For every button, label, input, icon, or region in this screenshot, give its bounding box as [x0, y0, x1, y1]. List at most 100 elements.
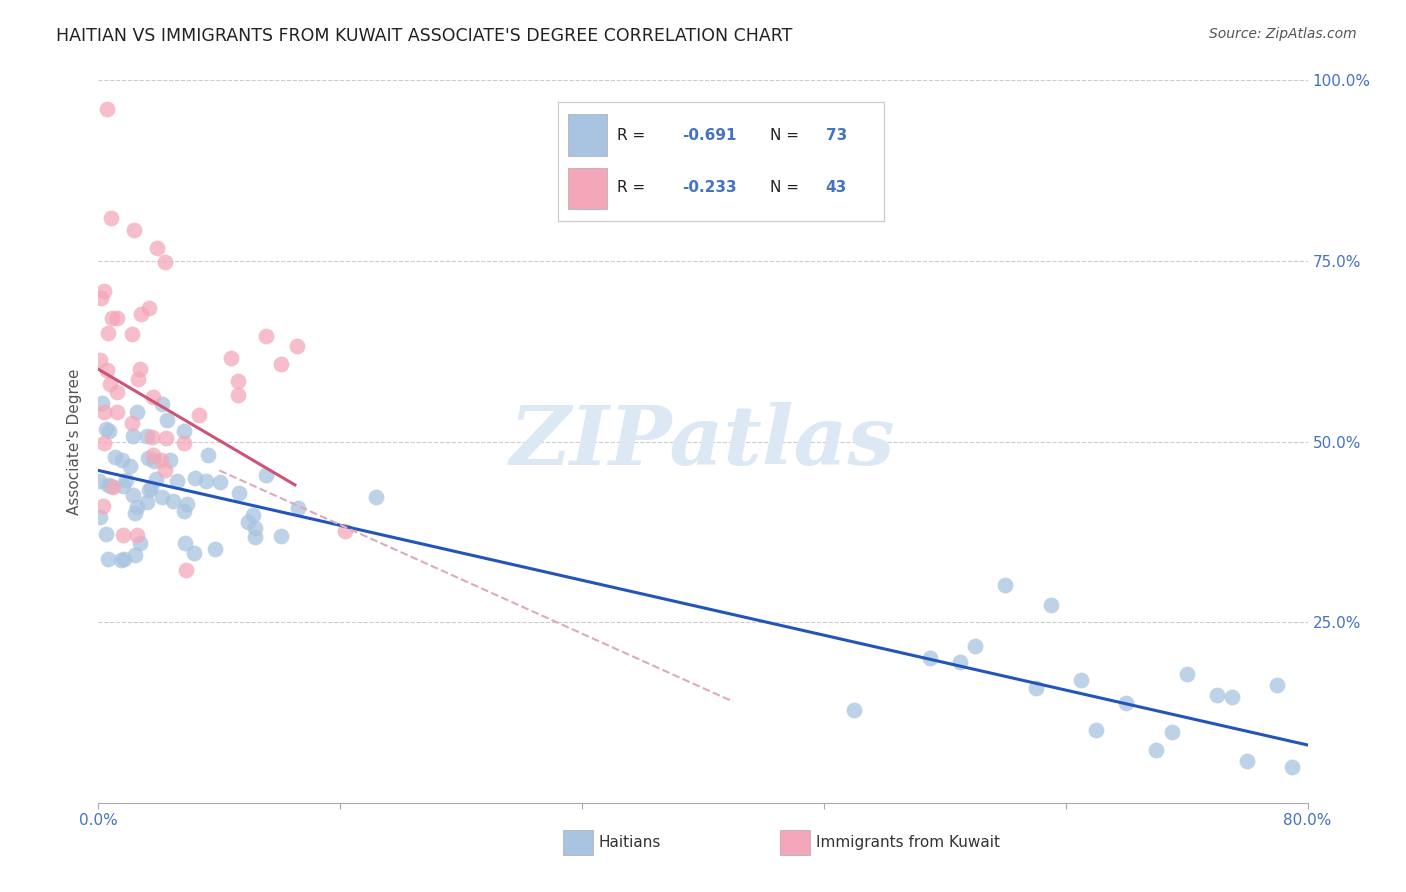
- Point: [97, 551, 120, 566]
- Point: [194, 474, 217, 488]
- Point: [1206, 688, 1229, 702]
- Point: [97, 478, 120, 492]
- Point: [105, 311, 128, 326]
- Point: [118, 459, 141, 474]
- Point: [129, 307, 152, 321]
- Point: [94, 422, 117, 436]
- Point: [97, 326, 120, 340]
- Point: [226, 374, 249, 388]
- Point: [156, 413, 179, 427]
- Point: [173, 436, 195, 450]
- Point: [93, 284, 115, 298]
- Point: [166, 474, 188, 488]
- Point: [124, 548, 146, 562]
- Point: [844, 702, 866, 716]
- Point: [128, 362, 150, 376]
- Point: [96, 363, 118, 377]
- Point: [254, 328, 277, 343]
- Point: [129, 536, 152, 550]
- Point: [124, 507, 146, 521]
- Point: [100, 479, 122, 493]
- Point: [285, 339, 308, 353]
- Point: [1039, 599, 1062, 613]
- Text: Source: ZipAtlas.com: Source: ZipAtlas.com: [1209, 27, 1357, 41]
- Point: [287, 500, 309, 515]
- Point: [155, 463, 177, 477]
- Point: [1024, 681, 1046, 695]
- Point: [101, 480, 124, 494]
- Point: [197, 448, 219, 462]
- Point: [138, 483, 160, 497]
- Point: [173, 424, 195, 438]
- Point: [112, 528, 135, 542]
- Point: [254, 467, 277, 482]
- Point: [1115, 696, 1137, 710]
- Point: [243, 530, 266, 544]
- Point: [136, 428, 159, 442]
- Point: [149, 452, 172, 467]
- Point: [136, 451, 159, 466]
- Point: [112, 552, 135, 566]
- Point: [114, 473, 136, 487]
- Point: [89, 509, 111, 524]
- Point: [1267, 678, 1289, 692]
- Point: [150, 397, 173, 411]
- Point: [93, 405, 115, 419]
- Point: [1220, 690, 1243, 704]
- Text: HAITIAN VS IMMIGRANTS FROM KUWAIT ASSOCIATE'S DEGREE CORRELATION CHART: HAITIAN VS IMMIGRANTS FROM KUWAIT ASSOCI…: [56, 27, 793, 45]
- Text: ZIPatlas: ZIPatlas: [510, 401, 896, 482]
- Point: [124, 223, 146, 237]
- Point: [91, 396, 114, 410]
- Point: [100, 211, 122, 226]
- Point: [155, 432, 177, 446]
- Point: [89, 353, 111, 368]
- Point: [173, 504, 195, 518]
- Point: [174, 563, 197, 577]
- Point: [209, 475, 232, 489]
- Point: [226, 388, 249, 402]
- Point: [162, 494, 184, 508]
- Point: [159, 453, 181, 467]
- Point: [97, 424, 120, 438]
- Point: [110, 553, 132, 567]
- Point: [949, 655, 972, 669]
- Point: [125, 405, 148, 419]
- Point: [176, 497, 198, 511]
- Point: [125, 500, 148, 514]
- Point: [104, 450, 127, 464]
- Point: [121, 326, 143, 341]
- Point: [142, 448, 165, 462]
- Point: [90, 291, 112, 305]
- Point: [150, 491, 173, 505]
- Point: [243, 521, 266, 535]
- Point: [121, 416, 143, 430]
- Point: [93, 435, 115, 450]
- Point: [121, 488, 143, 502]
- Point: [96, 102, 118, 116]
- Point: [105, 405, 128, 419]
- Point: [111, 453, 134, 467]
- Point: [100, 310, 122, 325]
- Point: [1281, 760, 1303, 774]
- Point: [238, 516, 260, 530]
- Point: [142, 390, 165, 404]
- Point: [228, 486, 250, 500]
- Point: [965, 639, 987, 653]
- Point: [219, 351, 242, 365]
- Point: [122, 429, 145, 443]
- Point: [364, 490, 387, 504]
- Point: [141, 430, 163, 444]
- Point: [183, 546, 205, 560]
- Point: [188, 408, 211, 422]
- Point: [1175, 666, 1198, 681]
- Point: [1085, 723, 1108, 738]
- Point: [1160, 725, 1182, 739]
- Point: [105, 384, 128, 399]
- Point: [204, 541, 226, 556]
- Point: [138, 301, 160, 315]
- Point: [242, 508, 264, 522]
- Point: [136, 494, 159, 508]
- Y-axis label: Associate's Degree: Associate's Degree: [67, 368, 83, 515]
- Point: [100, 377, 122, 392]
- Point: [335, 524, 357, 538]
